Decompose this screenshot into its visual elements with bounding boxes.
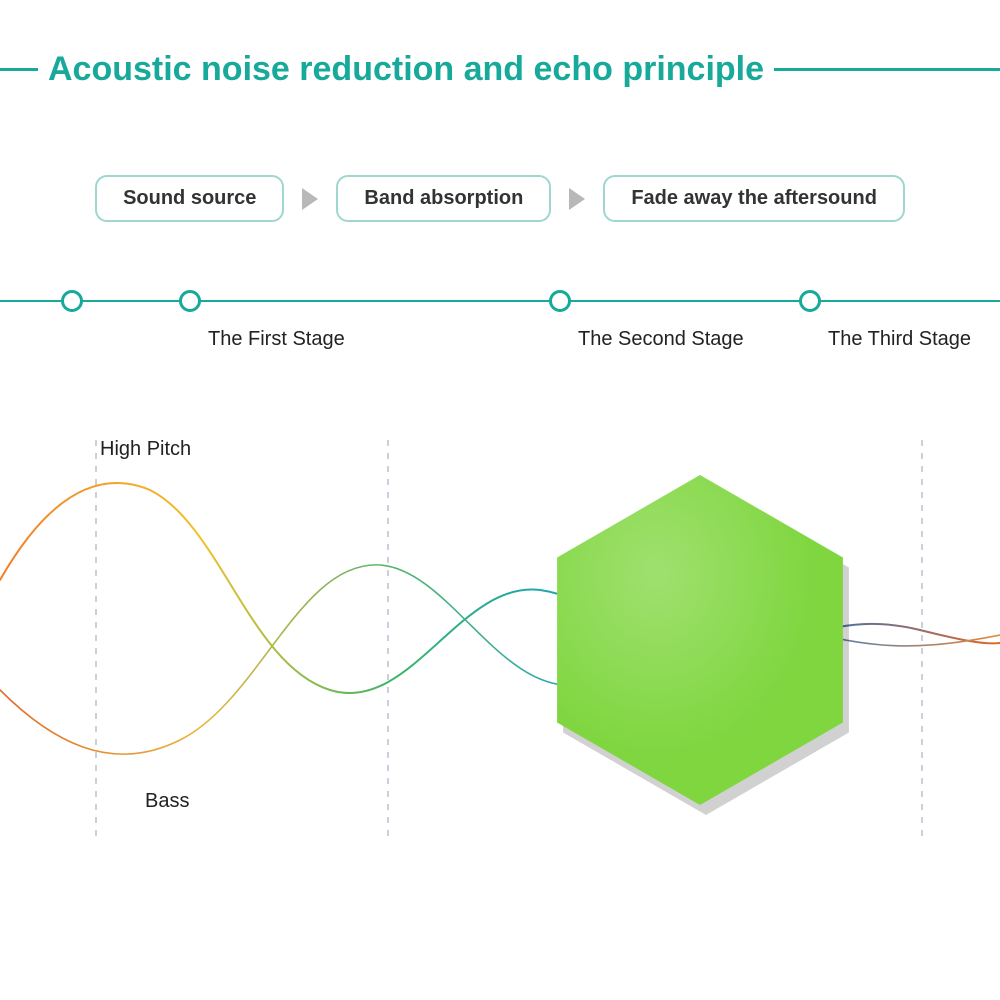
flow-row: Sound source Band absorption Fade away t… bbox=[0, 175, 1000, 222]
flow-pill-fade: Fade away the aftersound bbox=[603, 175, 905, 222]
timeline-node bbox=[179, 290, 201, 312]
title-left-bar bbox=[0, 68, 38, 71]
timeline-node bbox=[61, 290, 83, 312]
flow-pill-source: Sound source bbox=[95, 175, 284, 222]
hexagon-svg bbox=[520, 460, 880, 820]
arrow-icon bbox=[569, 188, 585, 210]
timeline-node bbox=[799, 290, 821, 312]
page-title: Acoustic noise reduction and echo princi… bbox=[38, 50, 774, 89]
timeline-label: The Third Stage bbox=[828, 328, 971, 351]
timeline-label: The Second Stage bbox=[578, 328, 744, 351]
flow-pill-absorption: Band absorption bbox=[336, 175, 551, 222]
title-row: Acoustic noise reduction and echo princi… bbox=[0, 50, 1000, 89]
arrow-icon bbox=[302, 188, 318, 210]
timeline-node bbox=[549, 290, 571, 312]
timeline-line bbox=[0, 300, 1000, 302]
timeline-label: The First Stage bbox=[208, 328, 345, 351]
hexagon-panel bbox=[520, 460, 880, 825]
title-right-bar bbox=[774, 68, 1000, 71]
